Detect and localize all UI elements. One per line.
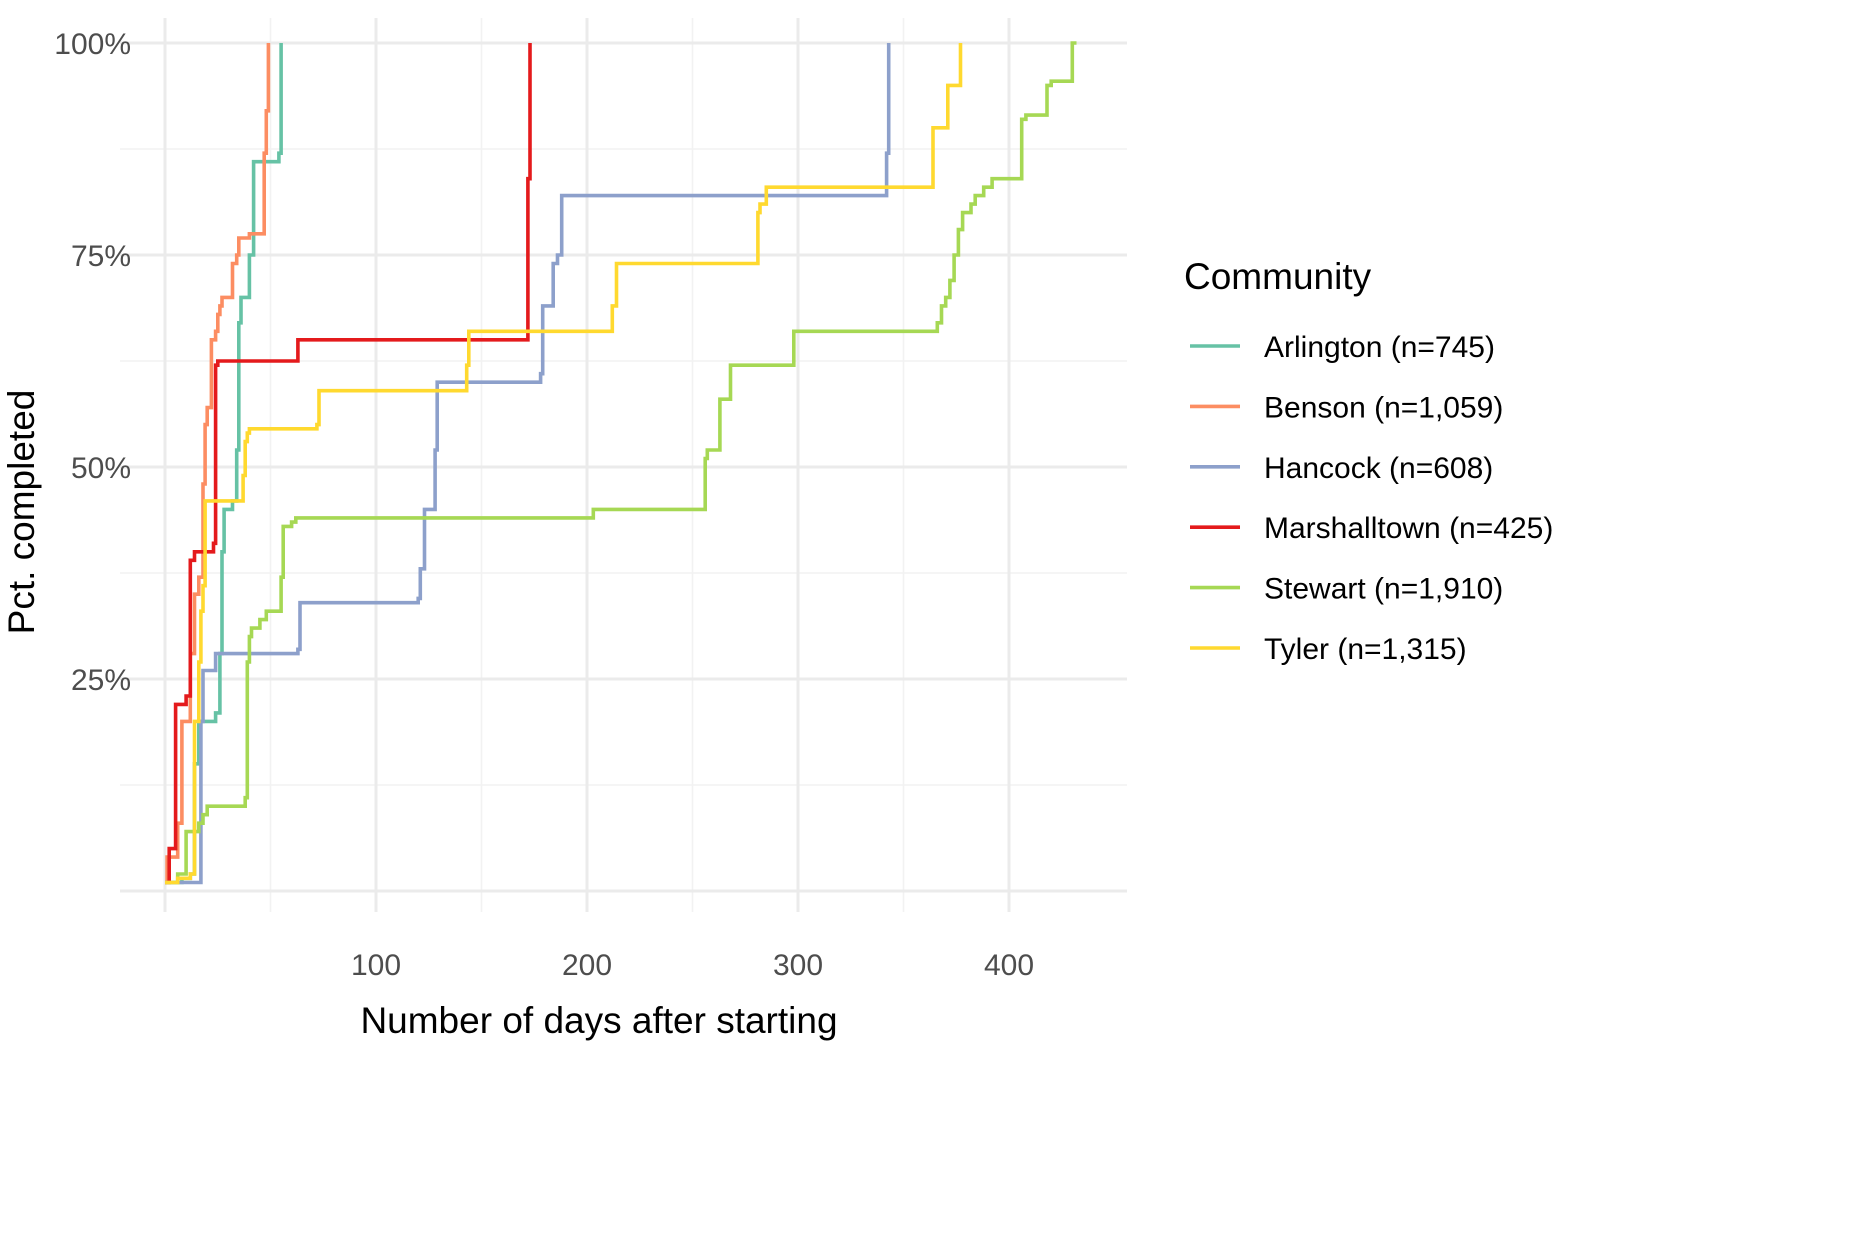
y-axis-title: Pct. completed xyxy=(1,390,42,635)
x-tick-label: 200 xyxy=(562,949,612,982)
series-line-5 xyxy=(165,41,1077,885)
legend-label-5: Stewart (n=1,910) xyxy=(1264,573,1503,606)
y-axis-ticks: 25% 50% 75% 100% xyxy=(54,28,131,697)
legend-items: Arlington (n=745) Benson (n=1,059) Hancock… xyxy=(1190,331,1553,666)
x-tick-label: 300 xyxy=(773,949,823,982)
grid xyxy=(120,18,1127,912)
y-tick-label: 75% xyxy=(71,240,131,273)
series-lines xyxy=(165,41,1077,885)
series-line-4 xyxy=(165,43,532,885)
legend-label-1: Arlington (n=745) xyxy=(1264,331,1495,364)
y-tick-label: 25% xyxy=(71,664,131,697)
y-tick-label: 100% xyxy=(54,28,131,61)
legend: Community Arlington (n=745) Benson (n=1,0… xyxy=(1184,256,1553,666)
x-axis-ticks: 100 200 300 400 xyxy=(351,949,1034,982)
series-line-2 xyxy=(165,43,271,885)
x-axis-title: Number of days after starting xyxy=(360,1000,837,1041)
legend-label-2: Benson (n=1,059) xyxy=(1264,391,1503,424)
legend-title: Community xyxy=(1184,256,1372,297)
legend-label-6: Tyler (n=1,315) xyxy=(1264,633,1467,666)
x-tick-label: 400 xyxy=(984,949,1034,982)
x-tick-label: 100 xyxy=(351,949,401,982)
legend-label-4: Marshalltown (n=425) xyxy=(1264,512,1553,545)
legend-label-3: Hancock (n=608) xyxy=(1264,452,1493,485)
series-line-3 xyxy=(165,43,891,885)
series-line-6 xyxy=(165,43,963,885)
y-tick-label: 50% xyxy=(71,452,131,485)
